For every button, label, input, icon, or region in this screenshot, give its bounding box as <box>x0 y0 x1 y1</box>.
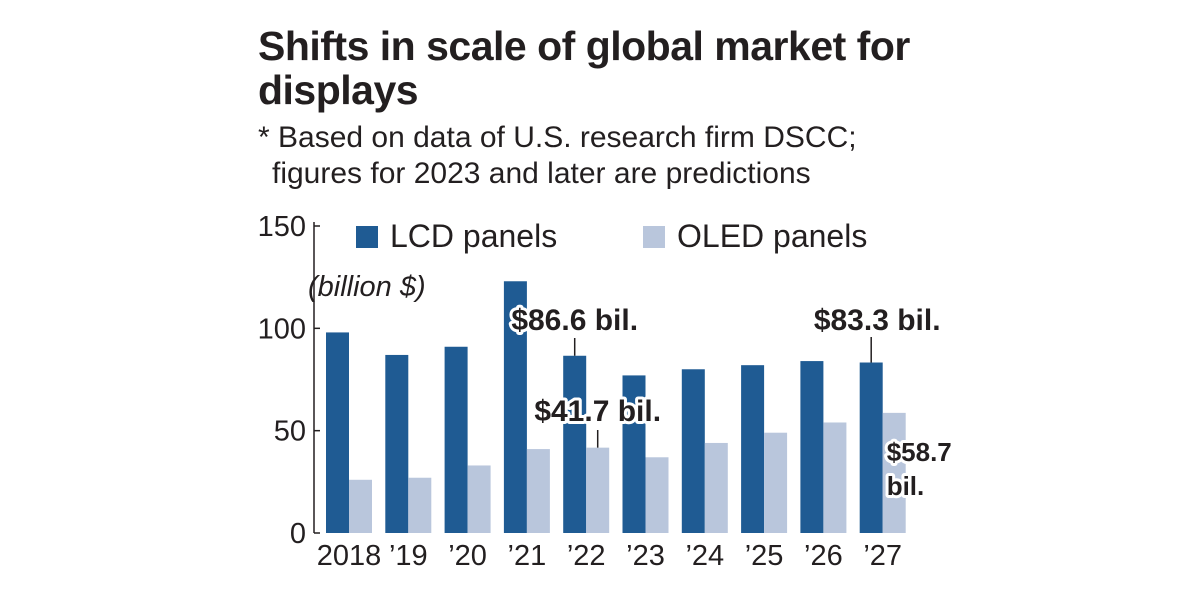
y-tick-label: 0 <box>290 518 306 550</box>
annotation-label: $86.6 bil. <box>511 304 638 337</box>
annotation-label: $41.7 bil. <box>534 395 661 428</box>
bar-lcd <box>681 369 705 533</box>
legend-label-oled: OLED panels <box>677 218 867 254</box>
y-tick-label: 100 <box>258 313 306 345</box>
bar-oled <box>882 412 906 533</box>
subtitle-line-2: figures for 2023 and later are predictio… <box>272 157 811 190</box>
bar-lcd <box>800 361 824 533</box>
x-tick-label: ’21 <box>508 540 547 572</box>
legend-label-lcd: LCD panels <box>390 218 557 254</box>
bar-oled <box>526 449 550 533</box>
chart-title: Shifts in scale of global market for dis… <box>258 23 910 113</box>
bar-lcd <box>503 281 527 533</box>
bar-lcd <box>741 365 765 533</box>
bar-lcd <box>622 375 646 533</box>
x-tick-label: 2018 <box>317 540 382 572</box>
chart-subtitle: * Based on data of U.S. research firm DS… <box>258 120 978 192</box>
x-tick-label: ’25 <box>745 540 784 572</box>
bar-oled <box>349 479 372 533</box>
annotation-label: $83.3 bil. <box>814 304 941 337</box>
bar-oled <box>408 477 432 533</box>
y-tick-label: 50 <box>274 416 306 448</box>
legend-swatch-oled <box>643 226 665 248</box>
bar-oled <box>764 432 788 533</box>
bar-oled <box>645 457 669 533</box>
x-tick-label: ’22 <box>567 540 606 572</box>
bar-lcd <box>385 354 409 533</box>
x-tick-label: ’24 <box>685 540 724 572</box>
bar-lcd <box>563 355 587 533</box>
x-tick-label: ’20 <box>448 540 487 572</box>
annotation-label: $58.7 bil. <box>887 437 952 501</box>
bar-oled <box>467 465 491 533</box>
x-tick-label: ’19 <box>389 540 428 572</box>
legend-swatch-lcd <box>356 226 378 248</box>
y-ticks: 0 50 100 150 <box>258 211 320 550</box>
bar-lcd <box>326 332 349 533</box>
x-tick-label: ’26 <box>804 540 843 572</box>
bar-lcd <box>444 346 468 533</box>
bar-oled <box>823 422 847 533</box>
x-tick-label: ’27 <box>863 540 902 572</box>
legend: LCD panels OLED panels <box>356 218 867 254</box>
x-tick-label: ’23 <box>626 540 665 572</box>
bar-lcd <box>859 362 883 533</box>
bar-oled <box>704 442 728 533</box>
annotations: $86.6 bil. $41.7 bil. $83.3 bil. $58.7 bil. <box>508 301 954 504</box>
x-labels: 2018’19 ’20 ’21 ’22 ’23 ’24 ’25 ’26 ’27 <box>317 540 902 572</box>
y-tick-label: 150 <box>258 211 306 243</box>
y-unit-label: (billion $) <box>308 271 426 303</box>
subtitle-line-1: * Based on data of U.S. research firm DS… <box>258 121 857 154</box>
bar-oled <box>586 447 610 533</box>
bars <box>326 281 906 533</box>
